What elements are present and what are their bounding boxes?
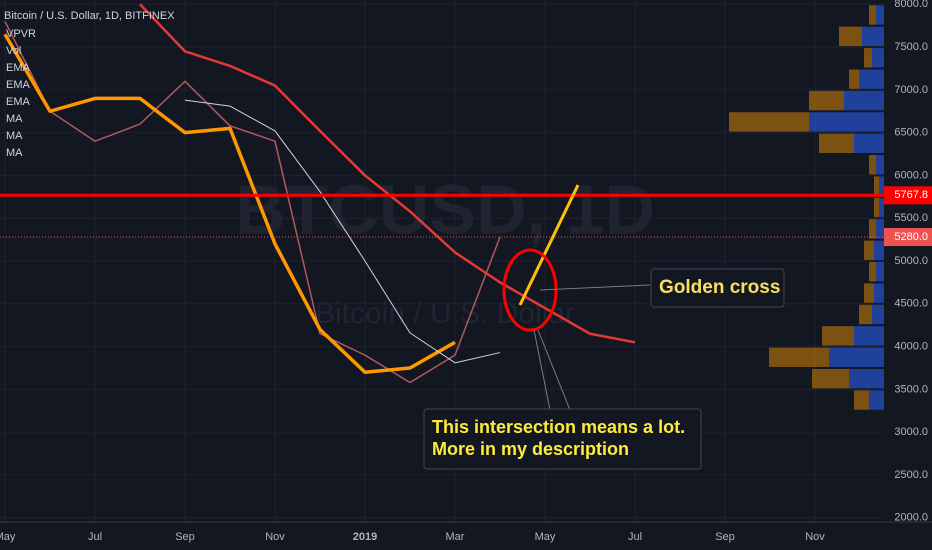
y-tick-label: 6000.0 [894,169,928,181]
profile-down [864,48,872,68]
legend-label: MA [6,113,23,125]
y-tick-label: 4500.0 [894,298,928,310]
y-tick-label: 8000.0 [894,0,928,10]
price-label: 5280.0 [894,231,928,243]
y-tick-label: 5500.0 [894,212,928,224]
profile-down [864,283,874,303]
legend-label: Vol [6,45,21,57]
profile-down [854,390,869,410]
legend-label: EMA [6,79,31,91]
series-line [3,33,456,374]
x-tick-label: Jul [88,531,102,543]
profile-up [809,112,884,132]
callout-line [533,329,551,411]
x-tick-label: Mar [446,531,465,543]
projection-line [518,184,580,306]
x-tick-label: Jul [628,531,642,543]
x-tick-label: May [535,531,556,543]
profile-up [874,283,884,303]
y-tick-label: 3500.0 [894,383,928,395]
price-label-box [884,228,932,247]
profile-up [872,48,884,68]
profile-down [869,219,876,239]
profile-up [876,262,884,282]
profile-up [854,133,884,154]
profile-down [874,197,879,218]
y-tick-label: 4000.0 [894,340,928,352]
profile-down [809,90,844,111]
profile-up [844,90,884,111]
profile-down [839,26,862,47]
profile-down [849,69,859,89]
legend-label: MA [6,130,23,142]
profile-up [876,155,884,175]
x-tick-label: Sep [715,531,735,543]
price-label: 5767.8 [894,189,928,201]
profile-up [869,390,884,410]
profile-down [869,155,876,175]
annotation: This intersection means a lot. [432,417,685,437]
series-line [184,99,501,364]
profile-down [869,262,876,282]
x-tick-label: May [0,531,16,543]
profile-up [876,219,884,239]
callout-line [539,284,651,291]
profile-down [822,326,854,346]
legend-label: EMA [6,62,31,74]
profile-down [859,304,872,325]
series-line [4,21,501,384]
profile-up [849,368,884,389]
profile-down [819,133,854,154]
profile-up [829,347,884,367]
y-tick-label: 7000.0 [894,84,928,96]
y-tick-label: 2500.0 [894,469,928,481]
profile-down [864,240,874,260]
x-tick-label: Sep [175,531,195,543]
profile-up [876,5,884,25]
callout-box [650,268,785,308]
y-tick-label: 6500.0 [894,127,928,139]
legend-label: EMA [6,96,31,108]
y-tick-label: 2000.0 [894,512,928,524]
legend-label: VPVR [6,28,36,40]
x-tick-label: Nov [265,531,285,543]
callout-line [537,329,571,411]
y-tick-label: 3000.0 [894,426,928,438]
profile-down [869,5,876,25]
callout-box [423,408,702,470]
profile-down [874,176,879,196]
annotation: Golden cross [659,277,780,298]
profile-up [872,304,884,325]
annotation: More in my description [432,439,629,459]
profile-up [879,197,884,218]
profile-up [862,26,884,47]
watermark: BTCUSD, 1D [235,170,655,248]
profile-down [812,368,849,389]
profile-up [874,240,884,260]
x-tick-label: 2019 [353,531,377,543]
chart-title: Bitcoin / U.S. Dollar, 1D, BITFINEX [4,10,175,22]
highlight-circle [502,248,558,332]
profile-down [769,347,829,367]
legend-label: MA [6,147,23,159]
y-tick-label: 5000.0 [894,255,928,267]
watermark: Bitcoin / U.S. Dollar [315,297,575,330]
profile-up [859,69,884,89]
x-tick-label: Nov [805,531,825,543]
profile-up [879,176,884,196]
y-tick-label: 7500.0 [894,41,928,53]
profile-down [729,112,809,132]
price-label-box [884,186,932,205]
profile-up [854,326,884,346]
